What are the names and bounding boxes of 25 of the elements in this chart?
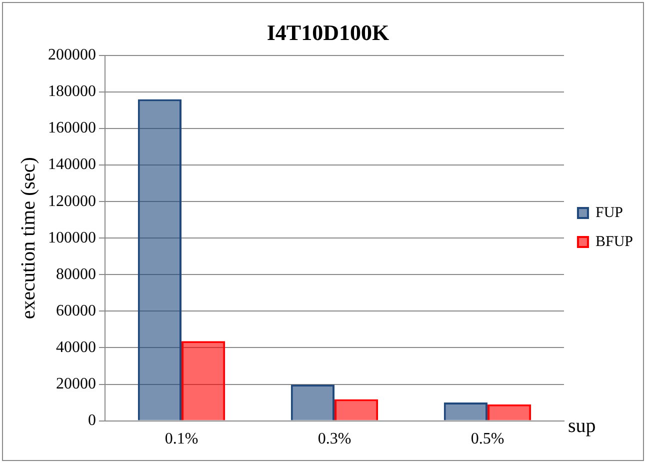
y-tick-label: 120000 <box>48 192 96 210</box>
y-tick-label: 180000 <box>48 83 96 100</box>
y-tick-label: 40000 <box>56 338 96 356</box>
y-tick-label: 20000 <box>56 375 96 392</box>
y-tick-label: 200000 <box>48 46 96 64</box>
y-tick-label: 0 <box>88 412 96 430</box>
x-tick-label: 0.1% <box>164 430 198 448</box>
x-axis-title: sup <box>568 415 596 438</box>
legend-label: FUP <box>595 204 624 221</box>
bar <box>334 399 378 420</box>
bar <box>444 402 488 420</box>
x-tick-label: 0.5% <box>470 430 504 448</box>
x-tick-label: 0.3% <box>318 430 352 448</box>
chart-title: I4T10D100K <box>266 20 390 45</box>
y-tick-label: 80000 <box>56 266 96 283</box>
bar <box>290 384 334 420</box>
y-tick-label: 160000 <box>48 120 96 137</box>
legend-label: BFUP <box>595 234 634 250</box>
y-tick-label: 140000 <box>48 156 96 174</box>
y-axis-title: execution time (sec) <box>17 157 40 320</box>
bar <box>181 341 226 420</box>
bar <box>487 404 532 420</box>
y-tick-label: 100000 <box>48 229 96 246</box>
bar <box>138 99 182 420</box>
y-tick-label: 60000 <box>56 302 96 320</box>
